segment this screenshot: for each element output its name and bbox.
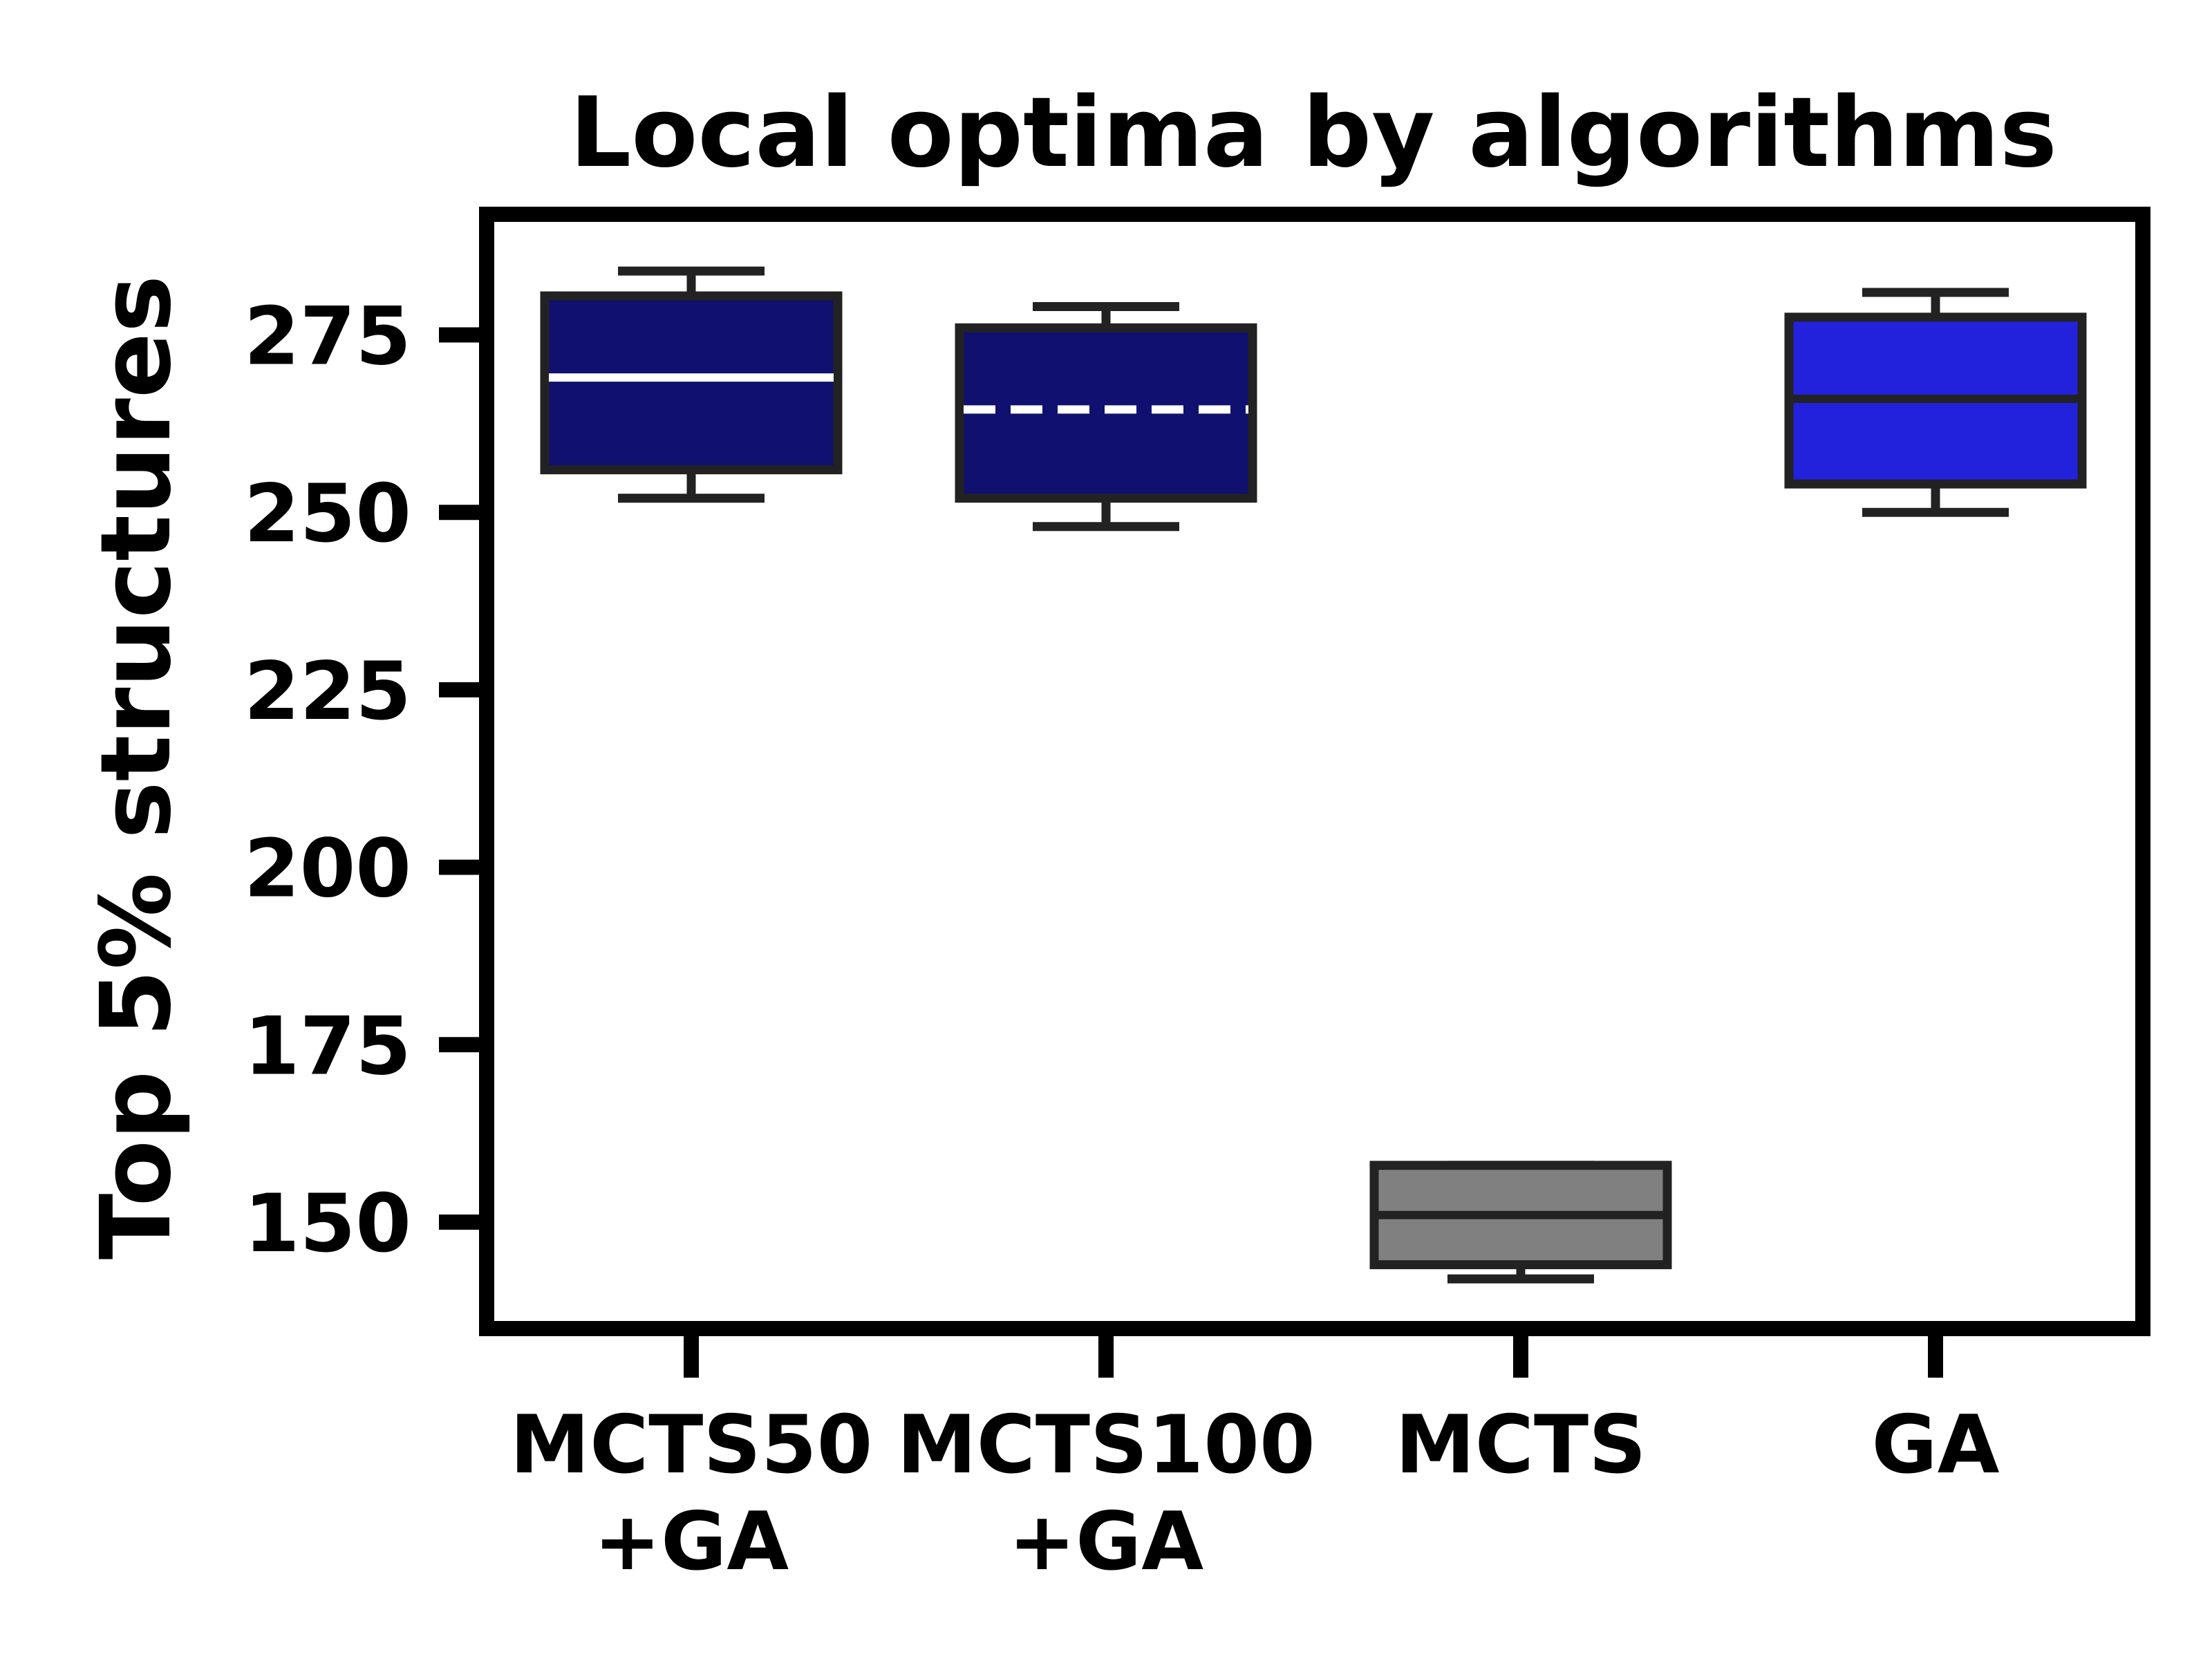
- x-tick-label: +GA: [1009, 1495, 1203, 1588]
- y-tick-label: 225: [244, 645, 411, 738]
- box-group: [1784, 288, 2087, 517]
- plot-frame: [479, 207, 2150, 1336]
- box: [540, 291, 843, 475]
- box-group: [1369, 1161, 1672, 1284]
- y-axis: 150 175 200 225 250 275: [244, 290, 479, 1271]
- x-tick-label: MCTS: [1395, 1398, 1646, 1492]
- y-tick-label: 175: [244, 1000, 411, 1093]
- x-tick-label: MCTS100: [897, 1398, 1315, 1492]
- box-group: [955, 301, 1257, 532]
- boxes-layer: [540, 266, 2087, 1284]
- x-tick-label: +GA: [594, 1495, 789, 1588]
- x-tick-label: MCTS50: [510, 1398, 873, 1492]
- y-tick-label: 250: [244, 467, 411, 561]
- y-tick-label: 150: [244, 1177, 411, 1271]
- x-tick-label: GA: [1872, 1398, 2000, 1492]
- y-tick-label: 200: [244, 823, 411, 916]
- chart-title: Local optima by algorithms: [570, 77, 2057, 189]
- y-axis-label: Top 5% structures: [80, 275, 193, 1259]
- box-group: [540, 266, 843, 503]
- y-tick-label: 275: [244, 290, 411, 384]
